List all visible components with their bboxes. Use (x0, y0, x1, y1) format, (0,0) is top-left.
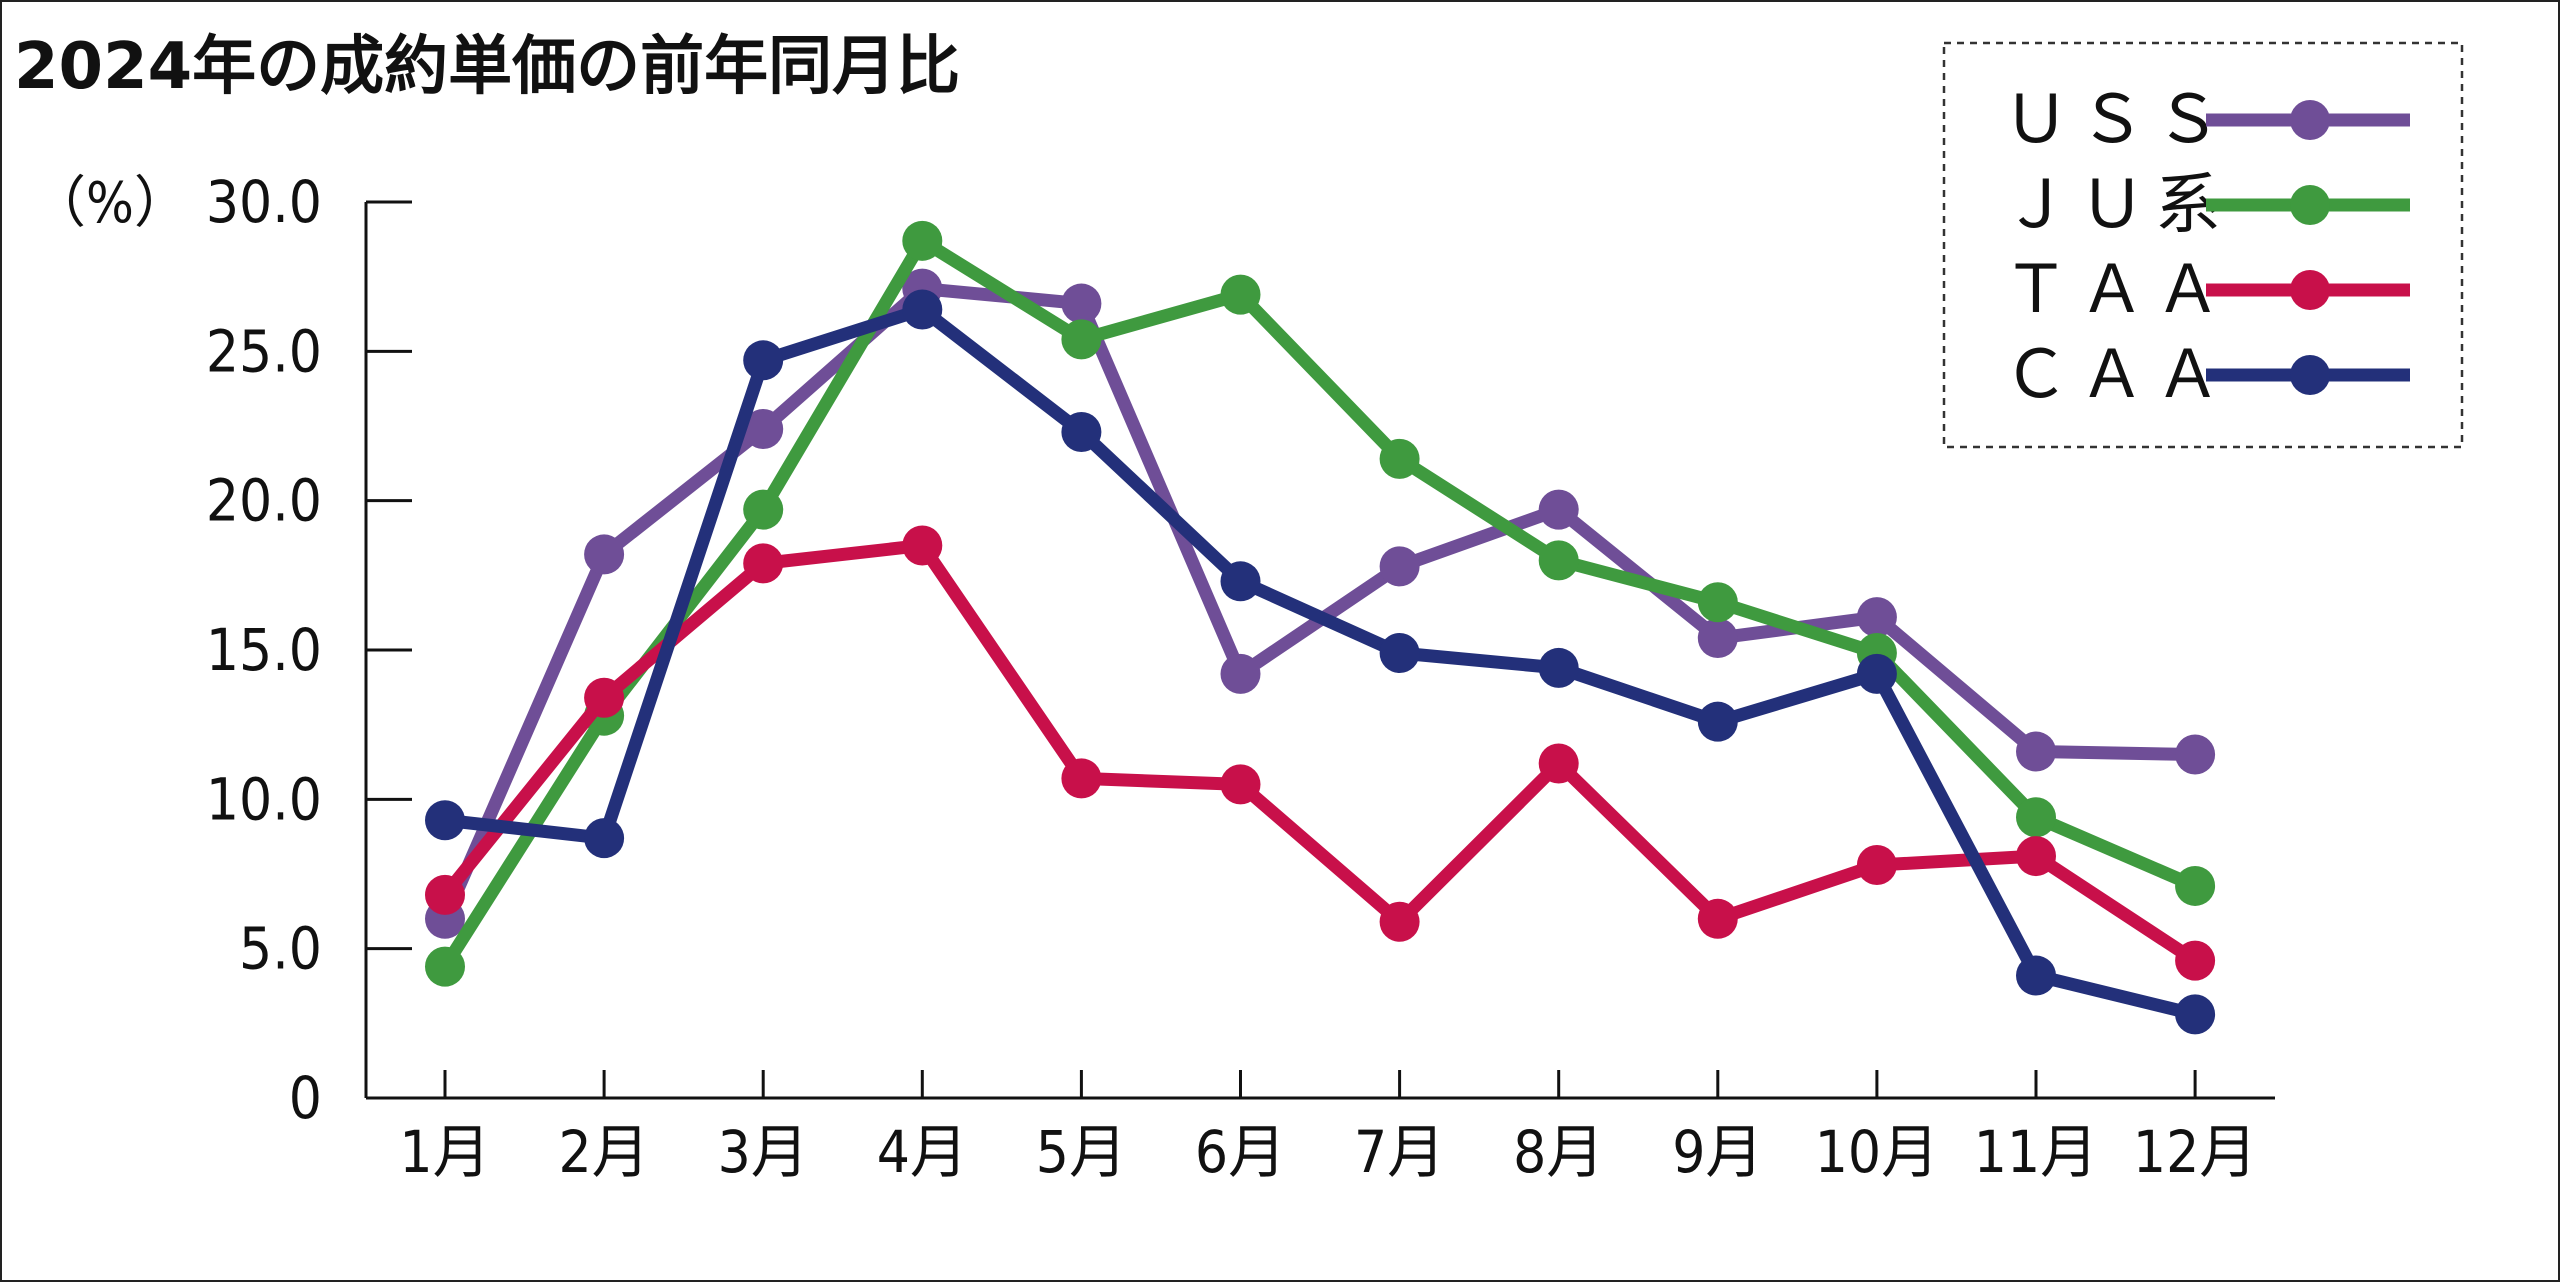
data-point (2016, 797, 2056, 838)
data-point (2016, 955, 2056, 996)
data-point (1220, 764, 1261, 805)
data-point (1061, 319, 1102, 360)
data-point (743, 340, 784, 381)
data-point (1220, 274, 1261, 315)
data-point (2175, 994, 2216, 1035)
data-point (425, 874, 465, 915)
data-point (2175, 734, 2216, 775)
data-point (1538, 540, 1579, 581)
data-point (584, 534, 625, 575)
data-point (1379, 632, 1420, 673)
x-tick-label: 6月 (1195, 1118, 1286, 1186)
legend-label: ＪＵ系 (2003, 166, 2231, 243)
x-tick-label: 8月 (1513, 1118, 1604, 1186)
data-point (902, 525, 943, 566)
series-line (438, 303, 2202, 1021)
data-point (1061, 283, 1102, 324)
data-point (902, 289, 943, 330)
data-point (1061, 411, 1102, 452)
y-tick-label: 30.0 (206, 168, 322, 236)
data-point (1538, 647, 1579, 688)
data-point (1538, 743, 1579, 784)
data-point (1538, 489, 1579, 530)
axes: 0 5.0 10.0 15.0 20.0 25.0 30.0 1月 2月 3月 4月 5月 6月 7月 8月… (206, 168, 2275, 1186)
data-point (1697, 898, 1738, 939)
x-tick-label: 2月 (558, 1118, 649, 1186)
x-tick-label: 7月 (1354, 1118, 1445, 1186)
x-tick-label: 5月 (1036, 1118, 1127, 1186)
legend: ＵＳＳ ＪＵ系 ＴＡＡ ＣＡＡ (1942, 41, 2464, 449)
data-point (2016, 836, 2056, 877)
y-tick-label: 15.0 (206, 616, 322, 684)
data-point (2175, 940, 2216, 981)
x-tick-label: 12月 (2133, 1118, 2257, 1186)
legend-label: ＴＡＡ (2003, 251, 2231, 328)
data-point (1061, 758, 1102, 799)
data-point (584, 677, 625, 718)
data-point (1697, 701, 1738, 742)
data-point (2175, 865, 2216, 906)
data-point (1379, 901, 1420, 942)
legend-marker (2290, 100, 2330, 140)
x-tick-label: 11月 (1974, 1118, 2098, 1186)
legend-marker (2290, 185, 2330, 225)
data-point (1220, 653, 1261, 694)
y-axis-label: （%） (30, 171, 190, 236)
y-tick-label: 10.0 (206, 765, 322, 833)
data-point (425, 800, 465, 841)
data-point (1220, 561, 1261, 602)
series-layer (425, 220, 2216, 1035)
data-point (584, 818, 625, 859)
y-tick-label: 0 (289, 1064, 322, 1132)
y-tick-label: 20.0 (206, 467, 322, 535)
y-tick-label: 25.0 (206, 317, 322, 385)
legend-label: ＵＳＳ (2003, 81, 2231, 158)
series-line (438, 234, 2202, 974)
data-point (425, 946, 465, 987)
data-point (743, 543, 784, 584)
series-4 (425, 289, 2216, 1035)
data-point (902, 220, 943, 261)
data-point (1856, 597, 1897, 638)
data-point (1856, 845, 1897, 886)
data-point (1856, 653, 1897, 694)
data-point (1379, 438, 1420, 479)
x-tick-label: 3月 (718, 1118, 809, 1186)
data-point (743, 408, 784, 449)
x-tick-label: 10月 (1815, 1118, 1939, 1186)
data-point (1379, 546, 1420, 587)
legend-marker (2290, 355, 2330, 395)
x-tick-label: 9月 (1672, 1118, 1763, 1186)
data-point (2016, 731, 2056, 772)
series-line (438, 538, 2202, 968)
x-tick-label: 4月 (877, 1118, 968, 1186)
y-tick-label: 5.0 (239, 915, 322, 983)
x-tick-label: 1月 (399, 1118, 490, 1186)
series-2 (425, 220, 2216, 987)
data-point (1697, 618, 1738, 659)
legend-marker (2290, 270, 2330, 310)
series-3 (425, 525, 2216, 981)
data-point (743, 489, 784, 530)
legend-label: ＣＡＡ (2003, 336, 2231, 413)
data-point (1697, 582, 1738, 623)
chart-title: 2024年の成約単価の前年同月比 (14, 30, 960, 104)
